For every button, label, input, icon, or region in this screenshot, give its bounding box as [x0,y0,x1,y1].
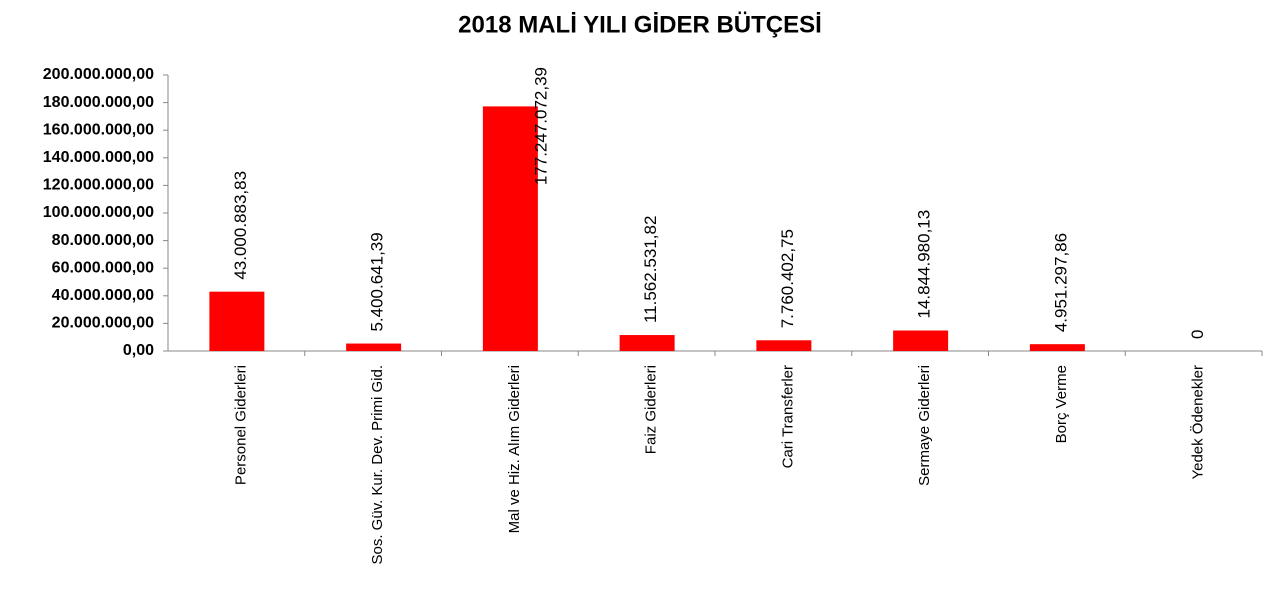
y-tick-label: 20.000.000,00 [52,315,154,332]
y-tick-label: 120.000.000,00 [43,177,154,194]
x-tick-label: Personel Giderleri [232,365,249,485]
y-tick-label: 180.000.000,00 [43,94,154,111]
value-label: 0 [1188,330,1207,339]
x-tick-label: Faiz Giderleri [643,365,660,454]
bar [893,330,949,351]
y-tick-label: 100.000.000,00 [43,204,154,221]
chart-title: 2018 MALİ YILI GİDER BÜTÇESİ [458,11,822,38]
value-label: 14.844.980,13 [915,210,934,319]
value-label: 177.247.072,39 [531,67,550,185]
y-tick-label: 60.000.000,00 [52,259,154,276]
bar [756,340,812,351]
x-tick-label: Sermaye Giderleri [916,365,933,486]
y-tick-label: 160.000.000,00 [43,121,154,138]
y-tick-label: 40.000.000,00 [52,287,154,304]
value-label: 4.951.297,86 [1051,233,1070,332]
value-label: 43.000.883,83 [231,171,250,280]
y-tick-label: 80.000.000,00 [52,232,154,249]
bar [1029,344,1085,351]
bar [482,106,538,351]
x-tick-label: Cari Transferler [779,365,796,468]
bar [346,343,402,351]
bar [619,335,675,351]
x-tick-label: Borç Verme [1053,365,1070,443]
y-tick-label: 200.000.000,00 [43,66,154,83]
value-label: 11.562.531,82 [641,216,660,323]
y-tick-label: 140.000.000,00 [43,149,154,166]
x-tick-label: Mal ve Hiz. Alım Giderleri [506,365,523,533]
x-tick-label: Yedek Ödenekler [1189,365,1207,480]
value-label: 7.760.402,75 [778,229,797,328]
y-tick-label: 0,00 [123,342,154,359]
bar [209,291,265,351]
x-tick-label: Sos. Güv. Kur. Dev. Primi Gid. [369,365,386,565]
value-label: 5.400.641,39 [368,232,387,331]
